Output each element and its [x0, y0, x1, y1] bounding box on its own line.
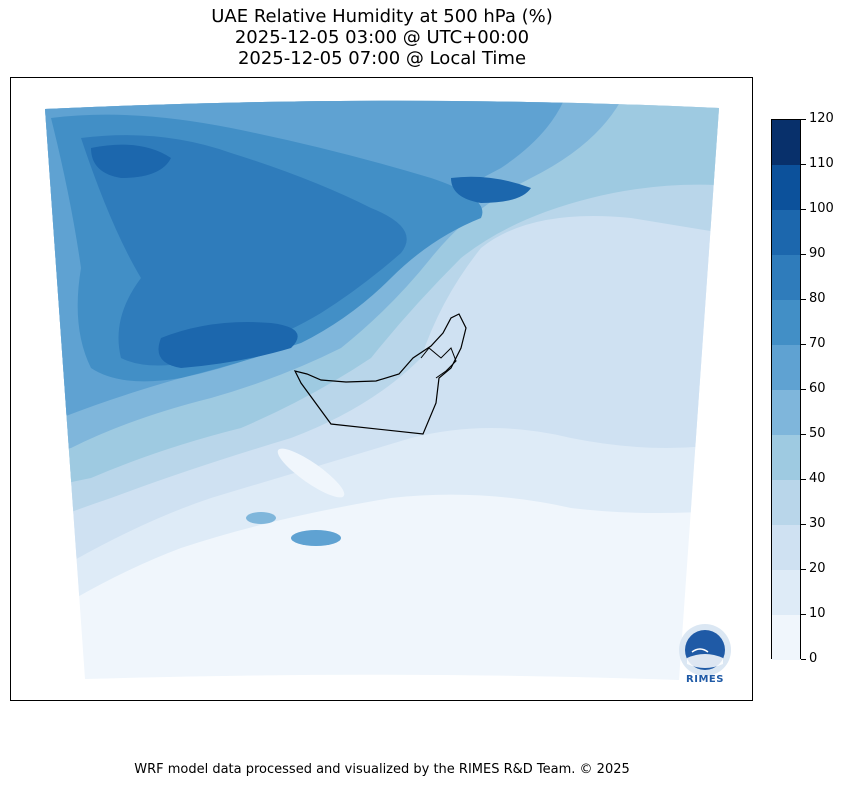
colorbar-tick-label: 20: [809, 561, 826, 576]
humidity-fields: [45, 100, 719, 680]
colorbar-tick-label: 60: [809, 381, 826, 396]
colorbar-segment: [772, 300, 800, 345]
colorbar-segment: [772, 480, 800, 525]
field-90-100: [158, 322, 298, 368]
colorbar-tick: [801, 344, 806, 345]
colorbar-segment: [772, 210, 800, 255]
colorbar-tick-label: 110: [809, 156, 834, 171]
colorbar-tick-label: 40: [809, 471, 826, 486]
humidity-map: [45, 100, 719, 680]
colorbar-tick: [801, 479, 806, 480]
rimes-logo-text: RIMES: [686, 674, 724, 685]
colorbar-segment: [772, 255, 800, 300]
colorbar-segment: [772, 165, 800, 210]
title-line-3: 2025-12-05 07:00 @ Local Time: [237, 48, 527, 69]
colorbar-segment: [772, 345, 800, 390]
colorbar: [771, 119, 801, 660]
colorbar-segment: [772, 525, 800, 570]
colorbar-tick: [801, 614, 806, 615]
uae-inner-border: [420, 347, 457, 379]
dry-patch-south: [277, 448, 345, 498]
colorbar-tick-label: 80: [809, 291, 826, 306]
colorbar-segment: [772, 390, 800, 435]
colorbar-tick: [801, 209, 806, 210]
colorbar-tick: [801, 254, 806, 255]
title-line-2: 2025-12-05 03:00 @ UTC+00:00: [234, 27, 530, 48]
moist-patch-sw: [246, 512, 276, 524]
colorbar-segment: [772, 435, 800, 480]
rimes-globe-icon: [679, 624, 731, 676]
colorbar-tick: [801, 524, 806, 525]
colorbar-tick: [801, 164, 806, 165]
field-90-100-north: [91, 144, 171, 178]
field-90-100-east: [451, 176, 531, 203]
map-frame: [10, 77, 753, 701]
chart-title: UAE Relative Humidity at 500 hPa (%) 202…: [0, 6, 764, 69]
colorbar-tick: [801, 119, 806, 120]
uae-border: [293, 313, 467, 435]
colorbar-segment: [772, 120, 800, 165]
colorbar-tick-label: 70: [809, 336, 826, 351]
title-line-1: UAE Relative Humidity at 500 hPa (%): [211, 6, 553, 27]
colorbar-tick: [801, 659, 806, 660]
colorbar-tick: [801, 389, 806, 390]
colorbar-segment: [772, 615, 800, 660]
colorbar-tick-label: 90: [809, 246, 826, 261]
colorbar-tick-label: 100: [809, 201, 834, 216]
colorbar-tick-label: 50: [809, 426, 826, 441]
colorbar-tick: [801, 434, 806, 435]
moist-patch-south: [291, 530, 341, 546]
colorbar-tick-label: 10: [809, 606, 826, 621]
colorbar-tick: [801, 299, 806, 300]
rimes-logo: RIMES: [672, 620, 738, 688]
colorbar-tick-label: 30: [809, 516, 826, 531]
colorbar-tick-label: 120: [809, 111, 834, 126]
colorbar-tick: [801, 569, 806, 570]
footer-credit: WRF model data processed and visualized …: [134, 762, 630, 777]
colorbar-tick-label: 0: [809, 651, 818, 666]
colorbar-segment: [772, 570, 800, 615]
field-80-90: [81, 135, 407, 366]
